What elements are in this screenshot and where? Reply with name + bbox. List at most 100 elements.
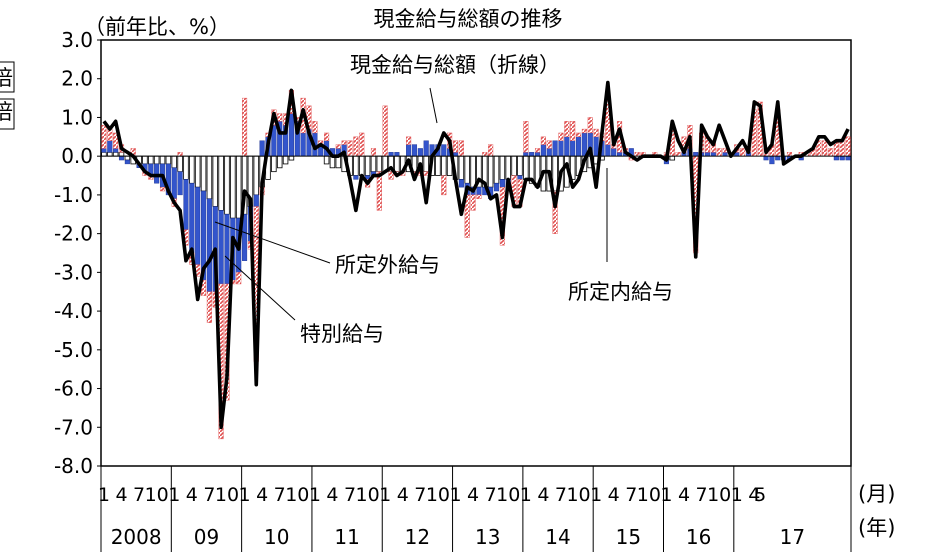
bonus-bar	[716, 148, 722, 157]
bonus-bar	[839, 140, 845, 157]
overtime-bar	[845, 155, 851, 161]
y-tick-label: -7.0	[54, 415, 93, 439]
x-month-tick: 7	[203, 484, 215, 506]
bonus-bar	[277, 113, 283, 122]
bonus-bar	[376, 171, 382, 211]
bonus-bar	[581, 128, 587, 134]
x-month-tick: 4	[748, 484, 760, 506]
bonus-bar	[476, 194, 482, 199]
scheduled-bar	[224, 155, 230, 215]
scheduled-bar	[165, 155, 172, 165]
scheduled-bar	[552, 155, 558, 192]
bonus-bar	[177, 152, 183, 157]
scheduled-bar	[183, 155, 189, 180]
overtime-bar	[300, 132, 306, 157]
x-month-tick: 5	[754, 484, 766, 506]
overtime-bar	[388, 152, 394, 157]
x-month-tick: 7	[414, 484, 426, 506]
scheduled-bar	[423, 155, 429, 173]
x-month-tick: 4	[115, 484, 127, 506]
x-month-unit: (月)	[858, 482, 895, 506]
overtime-bar	[124, 159, 130, 165]
left-fragment-box-2	[0, 98, 15, 130]
x-year-label: 14	[545, 525, 570, 549]
x-month-tick: 1	[309, 484, 321, 506]
scheduled-bar	[218, 155, 224, 211]
y-tick-label: -1.0	[54, 183, 93, 207]
scheduled-bar	[101, 151, 107, 157]
overtime-bar	[775, 155, 781, 161]
x-year-label: 13	[475, 525, 500, 549]
bonus-bar	[347, 140, 353, 157]
scheduled-bar	[112, 151, 119, 157]
bonus-bar	[382, 105, 388, 157]
scheduled-bar	[282, 155, 289, 165]
scheduled-bar	[505, 155, 511, 180]
bonus-bar	[353, 136, 359, 157]
scheduled-bar	[470, 155, 476, 188]
overtime-bar	[570, 140, 576, 157]
scheduled-bar	[523, 155, 529, 180]
bonus-bar	[786, 152, 793, 157]
bonus-bar	[236, 272, 242, 285]
bonus-bar	[388, 171, 394, 180]
scheduled-bar	[206, 155, 213, 200]
bonus-bar	[576, 132, 582, 138]
overtime-bar	[458, 179, 464, 188]
left-fragment-2: 倍	[0, 100, 13, 124]
overtime-bar	[406, 144, 412, 157]
overtime-bar	[576, 136, 582, 157]
overtime-bar	[452, 152, 459, 157]
plot-area	[100, 39, 852, 467]
bonus-bar	[587, 117, 593, 134]
x-year-label: 09	[194, 525, 219, 549]
scheduled-bar	[441, 155, 447, 176]
y-tick-label: -6.0	[54, 377, 93, 401]
overtime-bar	[441, 144, 447, 157]
scheduled-bar	[370, 155, 377, 173]
scheduled-bar	[323, 155, 330, 165]
x-month-tick: 7	[274, 484, 286, 506]
scheduled-bar	[124, 155, 131, 161]
scheduled-bar	[235, 155, 242, 219]
scheduled-bar	[153, 155, 160, 165]
bonus-bar	[242, 97, 248, 157]
scheduled-bar	[230, 155, 236, 219]
x-month-tick: 4	[397, 484, 409, 506]
overtime-bar	[206, 198, 212, 292]
x-month-tick: 4	[256, 484, 268, 506]
overtime-bar	[763, 155, 769, 161]
x-year-label: 16	[686, 525, 711, 549]
scheduled-bar	[171, 155, 177, 169]
overtime-bar	[394, 152, 400, 157]
left-fragment-1: 倍	[0, 66, 13, 90]
bonus-bar	[482, 152, 488, 157]
scheduled-bar	[200, 155, 207, 192]
overtime-bar	[523, 152, 529, 157]
x-month-tick: 10	[356, 484, 380, 506]
scheduled-bar	[487, 155, 494, 188]
y-tick-label: -2.0	[54, 222, 93, 246]
x-month-tick: 10	[215, 484, 239, 506]
bonus-bar	[370, 148, 377, 157]
overtime-bar	[101, 148, 107, 153]
overtime-bar	[476, 186, 482, 196]
scheduled-bar	[159, 155, 166, 165]
overtime-bar	[617, 152, 623, 157]
overtime-bar	[593, 136, 599, 157]
scheduled-bar	[511, 155, 517, 176]
overtime-bar	[113, 148, 119, 153]
x-year-label: 11	[334, 525, 359, 549]
bonus-bar	[441, 175, 447, 196]
overtime-bar	[154, 163, 160, 184]
overtime-bar	[540, 144, 546, 157]
overtime-bar	[288, 113, 294, 157]
x-month-tick: 7	[555, 484, 567, 506]
bonus-bar	[523, 121, 529, 153]
scheduled-bar	[271, 155, 277, 173]
x-month-tick: 10	[707, 484, 731, 506]
x-month-tick: 1	[98, 484, 110, 506]
bonus-bar	[740, 148, 746, 157]
overtime-bar	[423, 140, 429, 157]
overtime-bar	[195, 186, 201, 265]
